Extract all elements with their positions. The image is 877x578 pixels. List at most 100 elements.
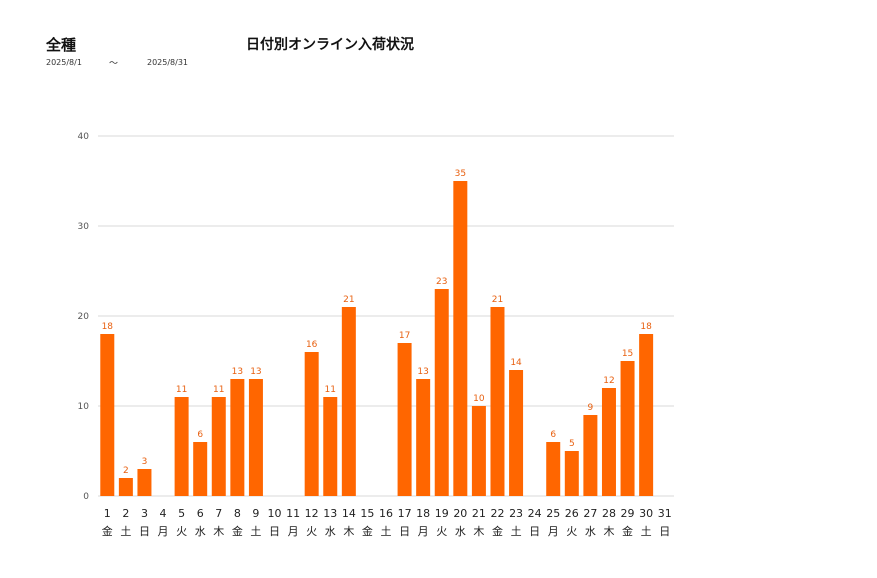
x-tick-weekday: 火: [306, 525, 317, 538]
data-label: 5: [569, 439, 575, 449]
x-tick-label: 26: [565, 507, 579, 520]
data-label: 6: [197, 430, 203, 440]
data-label: 18: [102, 322, 114, 332]
x-tick-label: 27: [583, 507, 597, 520]
x-tick-label: 12: [305, 507, 319, 520]
x-tick-weekday: 火: [566, 525, 577, 538]
x-tick-label: 25: [546, 507, 560, 520]
x-tick-label: 17: [398, 507, 412, 520]
x-tick-weekday: 日: [659, 525, 670, 538]
x-tick-label: 23: [509, 507, 523, 520]
data-label: 15: [622, 349, 633, 359]
data-label: 11: [213, 385, 224, 395]
date-to: 2025/8/31: [147, 58, 189, 67]
x-tick-weekday: 水: [455, 525, 466, 538]
data-label: 13: [232, 367, 243, 377]
bar: [100, 334, 115, 496]
y-tick-label: 10: [78, 402, 90, 412]
x-tick-weekday: 土: [120, 525, 131, 538]
data-label: 10: [473, 394, 485, 404]
x-tick-weekday: 月: [418, 525, 429, 538]
bar: [230, 379, 245, 496]
bar: [509, 370, 524, 496]
y-tick-label: 30: [78, 222, 90, 232]
x-tick-label: 30: [639, 507, 653, 520]
bar: [211, 397, 226, 496]
bar: [304, 352, 319, 496]
data-label: 21: [492, 295, 503, 305]
data-label: 11: [176, 385, 187, 395]
bar: [416, 379, 431, 496]
bar: [323, 397, 338, 496]
x-tick-weekday: 金: [362, 524, 373, 538]
x-tick-weekday: 土: [250, 525, 261, 538]
x-tick-weekday: 日: [529, 525, 540, 538]
bar: [471, 406, 486, 496]
date-separator: ～: [109, 59, 119, 69]
bar: [248, 379, 263, 496]
bar: [118, 478, 133, 496]
data-label: 17: [399, 331, 410, 341]
data-label: 14: [510, 358, 522, 368]
x-tick-weekday: 日: [399, 525, 410, 538]
x-tick-label: 3: [141, 507, 148, 520]
x-tick-label: 8: [234, 507, 241, 520]
category-label: 全種: [46, 36, 77, 54]
bar: [601, 388, 616, 496]
bar: [546, 442, 561, 496]
bar: [137, 469, 152, 496]
x-tick-weekday: 金: [102, 524, 113, 538]
x-tick-label: 11: [286, 507, 300, 520]
x-tick-weekday: 日: [269, 525, 280, 538]
data-label: 35: [455, 169, 466, 179]
x-tick-label: 10: [268, 507, 282, 520]
x-tick-label: 13: [323, 507, 337, 520]
data-label: 3: [142, 457, 148, 467]
y-tick-label: 0: [83, 492, 89, 502]
date-from: 2025/8/1: [46, 58, 82, 67]
x-tick-label: 19: [435, 507, 449, 520]
bar: [583, 415, 598, 496]
data-label: 6: [550, 430, 556, 440]
data-label: 12: [603, 376, 614, 386]
x-tick-label: 31: [658, 507, 672, 520]
x-tick-label: 15: [360, 507, 374, 520]
x-tick-weekday: 金: [622, 524, 633, 538]
x-tick-label: 29: [621, 507, 635, 520]
bar: [193, 442, 208, 496]
data-label: 21: [343, 295, 354, 305]
x-tick-weekday: 木: [343, 525, 354, 538]
data-label: 11: [325, 385, 336, 395]
data-label: 13: [250, 367, 261, 377]
data-label: 23: [436, 277, 447, 287]
x-tick-weekday: 日: [139, 525, 150, 538]
bar: [639, 334, 654, 496]
x-tick-weekday: 木: [473, 525, 484, 538]
y-tick-label: 40: [78, 132, 90, 142]
bar: [490, 307, 505, 496]
data-label: 18: [640, 322, 652, 332]
x-tick-label: 5: [178, 507, 185, 520]
x-tick-label: 16: [379, 507, 393, 520]
x-tick-label: 22: [490, 507, 504, 520]
data-label: 9: [588, 403, 594, 413]
x-tick-weekday: 木: [213, 525, 224, 538]
x-tick-label: 18: [416, 507, 430, 520]
x-tick-weekday: 木: [603, 525, 614, 538]
bar: [397, 343, 412, 496]
bar: [564, 451, 579, 496]
x-tick-label: 21: [472, 507, 486, 520]
x-tick-weekday: 水: [195, 525, 206, 538]
x-tick-weekday: 金: [492, 524, 503, 538]
x-tick-label: 4: [160, 507, 167, 520]
x-tick-label: 9: [252, 507, 259, 520]
x-tick-weekday: 火: [436, 525, 447, 538]
bar: [174, 397, 189, 496]
x-tick-label: 24: [528, 507, 542, 520]
x-tick-weekday: 月: [288, 525, 299, 538]
x-tick-weekday: 水: [585, 525, 596, 538]
x-tick-label: 6: [197, 507, 204, 520]
data-label: 13: [417, 367, 428, 377]
x-tick-weekday: 月: [548, 525, 559, 538]
